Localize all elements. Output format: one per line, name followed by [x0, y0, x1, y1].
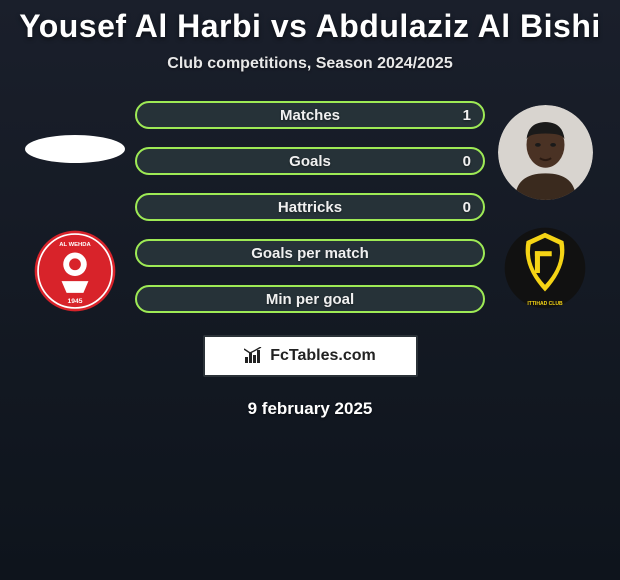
stat-label: Goals: [289, 153, 331, 170]
right-column: ITTIHAD CLUB: [485, 101, 605, 310]
stat-bar-hattricks: Hattricks 0: [135, 193, 485, 221]
svg-text:ITTIHAD CLUB: ITTIHAD CLUB: [527, 301, 563, 307]
date-text: 9 february 2025: [248, 399, 373, 419]
stat-bar-matches: Matches 1: [135, 101, 485, 129]
stat-label: Matches: [280, 107, 340, 124]
svg-text:1945: 1945: [68, 298, 83, 305]
stat-label: Goals per match: [251, 245, 369, 262]
svg-text:AL WEHDA: AL WEHDA: [59, 242, 91, 248]
main-row: AL WEHDA 1945 Matches 1 Goals 0 Hattrick…: [0, 101, 620, 313]
brand-box[interactable]: FcTables.com: [203, 335, 418, 377]
stat-bar-goals: Goals 0: [135, 147, 485, 175]
left-club-badge: AL WEHDA 1945: [33, 229, 117, 313]
right-club-badge: ITTIHAD CLUB: [503, 226, 587, 310]
stats-column: Matches 1 Goals 0 Hattricks 0 Goals per …: [135, 101, 485, 313]
stat-value-right: 0: [463, 199, 471, 216]
brand-text: FcTables.com: [270, 347, 376, 365]
bar-chart-icon: [244, 347, 264, 365]
page-title: Yousef Al Harbi vs Abdulaziz Al Bishi: [19, 8, 601, 45]
stat-label: Min per goal: [266, 291, 354, 308]
al-wehda-badge-icon: AL WEHDA 1945: [33, 229, 117, 313]
right-player-avatar: [498, 105, 593, 200]
player-avatar-icon: [498, 105, 593, 200]
content-root: Yousef Al Harbi vs Abdulaziz Al Bishi Cl…: [0, 0, 620, 580]
stat-value-right: 1: [463, 107, 471, 124]
subtitle: Club competitions, Season 2024/2025: [167, 55, 452, 73]
left-player-avatar: [25, 135, 125, 163]
left-column: AL WEHDA 1945: [15, 101, 135, 313]
stat-label: Hattricks: [278, 199, 342, 216]
stat-bar-min-per-goal: Min per goal: [135, 285, 485, 313]
stat-value-right: 0: [463, 153, 471, 170]
stat-bar-goals-per-match: Goals per match: [135, 239, 485, 267]
al-ittihad-badge-icon: ITTIHAD CLUB: [503, 226, 587, 310]
